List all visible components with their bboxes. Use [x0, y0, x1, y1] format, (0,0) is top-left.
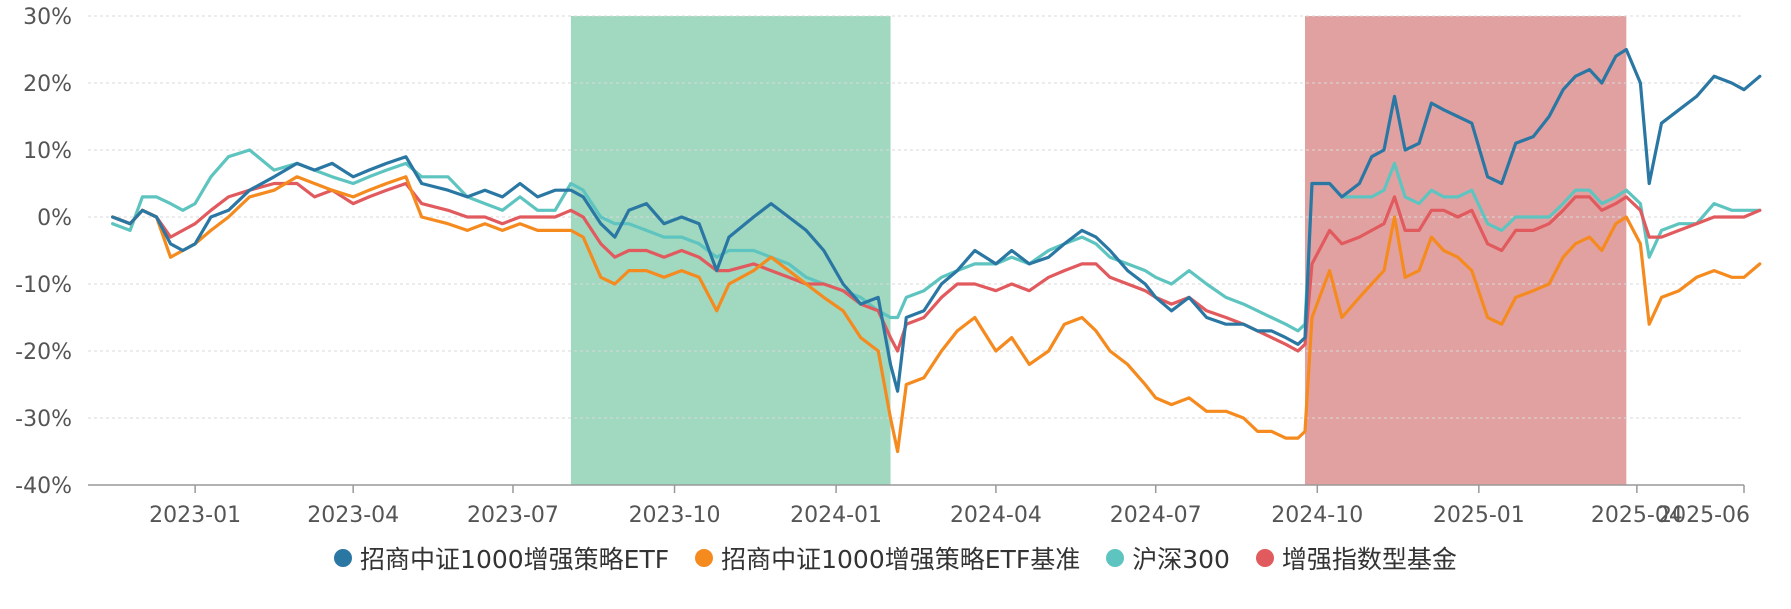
x-tick-label: 2025-01 — [1433, 503, 1525, 528]
shaded-regions — [570, 16, 1627, 485]
x-tick-label: 2023-10 — [629, 503, 721, 528]
x-tick-label: 2025-06 — [1658, 503, 1750, 528]
legend-marker-etf — [334, 549, 353, 567]
y-tick-label: -10% — [15, 273, 72, 298]
legend-item-enhanced-index-fund[interactable]: 增强指数型基金 — [1255, 540, 1457, 576]
legend-marker-etf-benchmark — [695, 549, 714, 567]
legend-marker-csi300 — [1106, 549, 1125, 567]
x-tick-label: 2024-10 — [1271, 503, 1363, 528]
shaded-region-2 — [1304, 16, 1627, 485]
grid-lines — [88, 15, 1744, 419]
legend-label-csi300: 沪深300 — [1132, 545, 1230, 574]
x-tick-label: 2025-04 — [1591, 503, 1683, 528]
legend-marker-enhanced-index-fund — [1255, 549, 1274, 567]
x-axis — [88, 484, 1745, 493]
y-tick-label: 0% — [37, 206, 72, 231]
x-tick-label: 2024-07 — [1110, 503, 1202, 528]
legend-item-etf[interactable]: 招商中证1000增强策略ETF — [334, 540, 669, 576]
legend-item-etf-benchmark[interactable]: 招商中证1000增强策略ETF基准 — [695, 540, 1080, 576]
series-line-1 — [110, 47, 1762, 393]
legend-label-etf: 招商中证1000增强策略ETF — [360, 545, 670, 574]
x-tick-label: 2024-04 — [950, 503, 1042, 528]
y-tick-label: -40% — [15, 474, 72, 499]
x-tick-label: 2024-01 — [790, 503, 882, 528]
y-axis-labels: 30% 20% 10% 0% -10% -20% -30% -40% — [15, 5, 72, 499]
series-line-2 — [110, 175, 1762, 454]
x-tick-label: 2023-01 — [149, 503, 241, 528]
y-tick-label: 10% — [23, 139, 72, 164]
y-tick-label: -30% — [15, 407, 72, 432]
legend-label-enhanced-index-fund: 增强指数型基金 — [1281, 545, 1457, 574]
legend: 招商中证1000增强策略ETF 招商中证1000增强策略ETF基准 沪深300 … — [0, 540, 1791, 576]
legend-label-etf-benchmark: 招商中证1000增强策略ETF基准 — [721, 545, 1081, 574]
line-chart: 30%20%10%0%-10%-20%-30%-40% 2023-01 2023-… — [15, 5, 1762, 528]
y-tick-label: 30% — [23, 5, 72, 30]
legend-item-csi300[interactable]: 沪深300 — [1106, 540, 1230, 576]
x-axis-labels: 2023-01 2023-04 2023-07 2023-10 2024-01 2024-… — [149, 503, 1750, 528]
x-tick-label: 2023-07 — [467, 503, 559, 528]
series-lines — [110, 47, 1762, 454]
x-tick-label: 2023-04 — [307, 503, 399, 528]
y-tick-label: -20% — [15, 340, 72, 365]
y-tick-label: 20% — [23, 72, 72, 97]
